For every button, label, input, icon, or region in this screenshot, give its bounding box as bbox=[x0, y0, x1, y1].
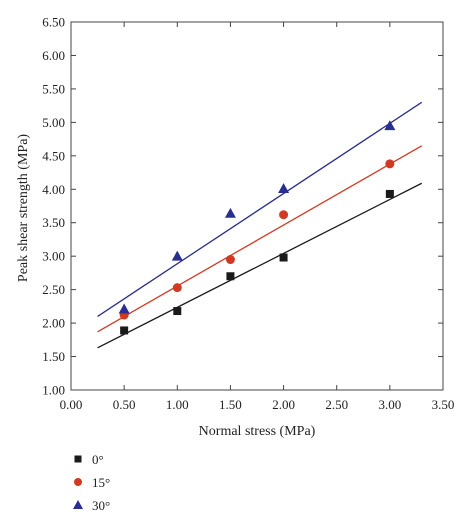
data-point-series-1 bbox=[225, 255, 235, 265]
y-tick-label: 5.50 bbox=[42, 81, 65, 96]
fit-line-series-0 bbox=[97, 182, 423, 349]
x-tick-label: 1.50 bbox=[219, 397, 242, 412]
y-tick-label: 5.00 bbox=[42, 115, 65, 130]
x-tick-label: 0.00 bbox=[60, 397, 83, 412]
y-tick-label: 6.50 bbox=[42, 15, 65, 30]
y-tick-label: 3.50 bbox=[42, 215, 65, 230]
data-markers bbox=[118, 120, 396, 335]
data-point-series-2 bbox=[118, 303, 130, 314]
x-tick-label: 2.50 bbox=[325, 397, 348, 412]
y-tick-label: 2.00 bbox=[42, 316, 65, 331]
y-tick-label: 4.00 bbox=[42, 182, 65, 197]
x-tick-label: 3.00 bbox=[378, 397, 401, 412]
y-tick-label: 3.00 bbox=[42, 249, 65, 264]
legend-label-series-2: 30° bbox=[92, 498, 110, 513]
x-axis-title: Normal stress (MPa) bbox=[199, 424, 316, 439]
x-tick-label: 3.50 bbox=[432, 397, 455, 412]
data-point-series-0 bbox=[173, 307, 182, 316]
y-tick-label: 1.00 bbox=[42, 383, 65, 398]
x-tick-label: 1.00 bbox=[166, 397, 189, 412]
fit-line-series-1 bbox=[97, 145, 423, 333]
plot-frame bbox=[70, 21, 444, 391]
data-point-series-0 bbox=[279, 253, 288, 262]
y-tick-label: 1.50 bbox=[42, 349, 65, 364]
data-point-series-2 bbox=[384, 120, 396, 131]
y-tick-label: 6.00 bbox=[42, 48, 65, 63]
data-point-series-0 bbox=[226, 272, 235, 281]
x-axis: 0.00 0.50 1.00 1.50 2.00 2.50 3.00 3.50 bbox=[60, 22, 455, 412]
x-tick-label: 2.00 bbox=[272, 397, 295, 412]
legend-marker-series-0 bbox=[74, 455, 82, 463]
fit-lines bbox=[97, 101, 423, 349]
legend-label-series-0: 0° bbox=[92, 452, 104, 467]
data-point-series-1 bbox=[385, 159, 395, 169]
data-point-series-2 bbox=[171, 250, 183, 261]
legend-label-series-1: 15° bbox=[92, 475, 110, 490]
y-tick-label: 2.50 bbox=[42, 282, 65, 297]
data-point-series-1 bbox=[279, 210, 289, 220]
data-point-series-2 bbox=[224, 207, 236, 218]
legend-marker-series-1 bbox=[74, 478, 82, 486]
data-point-series-0 bbox=[385, 189, 394, 198]
data-point-series-2 bbox=[278, 183, 290, 194]
y-axis: 1.00 1.50 2.00 2.50 3.00 3.50 4.00 4.50 5.00 5.50… bbox=[42, 15, 443, 398]
legend-marker-series-2 bbox=[73, 500, 83, 509]
y-tick-label: 4.50 bbox=[42, 148, 65, 163]
data-point-series-0 bbox=[120, 326, 129, 335]
data-point-series-1 bbox=[172, 283, 182, 293]
legend: 0° 15° 30° bbox=[73, 452, 110, 513]
y-axis-title: Peak shear strength (MPa) bbox=[16, 134, 31, 282]
x-tick-label: 0.50 bbox=[113, 397, 136, 412]
fit-line-series-2 bbox=[97, 101, 423, 317]
